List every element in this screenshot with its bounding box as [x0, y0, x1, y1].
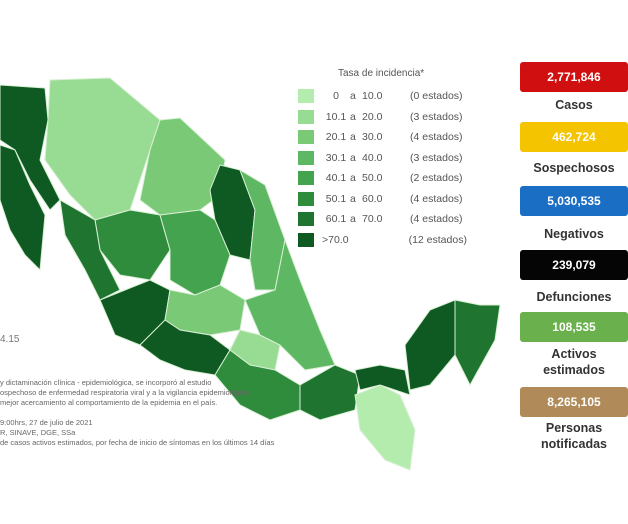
- footnote: R, SINAVE, DGE, SSa: [0, 428, 76, 437]
- region: [239, 168, 286, 291]
- stat-value: 239,079: [520, 250, 628, 280]
- legend-to: 40.0: [362, 151, 383, 164]
- stat-value: 5,030,535: [520, 186, 628, 216]
- legend-from: 30.1: [325, 151, 347, 164]
- legend-to: 70.0: [362, 213, 383, 225]
- legend-from: 50.1: [325, 192, 347, 205]
- stat-label: Defunciones: [536, 290, 612, 304]
- region: [0, 144, 46, 272]
- legend-count: (12 estados): [408, 233, 467, 246]
- legend-item: 20.1 a 30.0 (4 estados): [298, 129, 463, 145]
- legend-title: Tasa de incidencia*: [338, 68, 425, 79]
- stat-label: Casos: [555, 98, 593, 112]
- stat-label: Sospechosos: [533, 161, 615, 175]
- legend-from: 40.1: [325, 172, 347, 184]
- legend-from: >70.0: [322, 233, 349, 246]
- stat-label: Activos estimados: [543, 347, 605, 377]
- legend-from: 10.1: [325, 110, 347, 123]
- region: [354, 384, 416, 471]
- legend-item: 60.1 a 70.0 (4 estados): [298, 211, 463, 227]
- legend-item: >70.0 (12 estados): [298, 232, 467, 248]
- legend-swatch: [298, 232, 314, 247]
- legend-item: 10.1 a 20.0 (3 estados): [298, 109, 463, 125]
- legend-swatch: [298, 109, 314, 124]
- region: [94, 209, 171, 281]
- footnote: mejor acercamiento al comportamiento de …: [0, 398, 218, 407]
- legend-count: (4 estados): [410, 192, 463, 205]
- legend-swatch: [298, 89, 314, 103]
- footnote: de casos activos estimados, por fecha de…: [0, 438, 275, 447]
- region: [299, 364, 361, 421]
- legend-item: 0 a 10.0 (0 estados): [298, 88, 463, 104]
- legend-swatch: [298, 130, 314, 144]
- stat-label: Negativos: [544, 227, 604, 241]
- legend-from: 0: [333, 90, 339, 102]
- legend-swatch: [298, 150, 314, 165]
- legend-to: 50.0: [362, 172, 383, 184]
- legend-swatch: [298, 212, 314, 226]
- legend-count: (2 estados): [410, 172, 463, 184]
- legend-swatch: [298, 191, 314, 206]
- legend-connector: a: [350, 151, 356, 164]
- legend-from: 60.1: [325, 213, 347, 225]
- legend-count: (3 estados): [410, 151, 463, 164]
- legend-count: (4 estados): [410, 213, 463, 225]
- stat-value: 2,771,846: [520, 62, 628, 92]
- legend-item: 40.1 a 50.0 (2 estados): [298, 170, 463, 186]
- region: [354, 364, 411, 396]
- legend-to: 60.0: [362, 192, 383, 205]
- legend-swatch: [298, 171, 314, 185]
- footnote: 9:00hrs, 27 de julio de 2021: [0, 418, 93, 427]
- region: [404, 299, 456, 391]
- legend-count: (0 estados): [410, 90, 463, 102]
- map: [0, 77, 501, 471]
- footnote: y dictaminación clínica - epidemiológica…: [0, 378, 212, 387]
- legend-connector: a: [350, 172, 356, 184]
- legend-count: (4 estados): [410, 131, 463, 143]
- region: [244, 238, 336, 371]
- region: [0, 84, 61, 211]
- legend-to: 20.0: [362, 110, 383, 123]
- legend-item: 30.1 a 40.0 (3 estados): [298, 150, 463, 166]
- stat-value: 108,535: [520, 312, 628, 342]
- legend-connector: a: [350, 192, 356, 205]
- side-text: 4.15: [0, 334, 20, 345]
- legend-count: (3 estados): [410, 110, 463, 123]
- legend-to: 10.0: [362, 90, 383, 102]
- legend-connector: a: [350, 131, 356, 143]
- footnote: ospechoso de enfermedad respiratoria vir…: [0, 388, 250, 397]
- region: [59, 199, 121, 301]
- legend-to: 30.0: [362, 131, 383, 143]
- legend-connector: a: [350, 90, 356, 102]
- legend-connector: a: [350, 213, 356, 225]
- region: [454, 299, 501, 387]
- legend-item: 50.1 a 60.0 (4 estados): [298, 191, 463, 207]
- stat-label: Personas notificadas: [541, 421, 607, 451]
- stat-value: 462,724: [520, 122, 628, 152]
- legend-connector: a: [350, 110, 356, 123]
- legend-from: 20.1: [325, 131, 347, 143]
- stat-value: 8,265,105: [520, 387, 628, 417]
